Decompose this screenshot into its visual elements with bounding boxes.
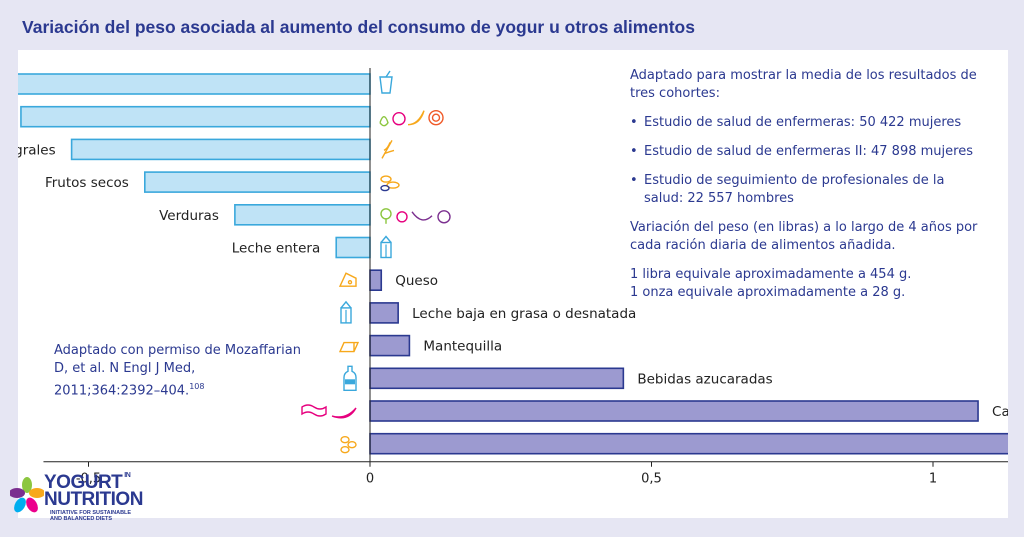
bar-label: Bebidas azucaradas: [637, 371, 772, 387]
x-tick-label: 0,5: [641, 472, 662, 487]
source-ref: 108: [189, 382, 205, 391]
page-title: Variación del peso asociada al aumento d…: [22, 17, 695, 37]
bar: [335, 236, 371, 259]
bar: [369, 400, 979, 422]
milk-carton-icon: [380, 235, 392, 259]
processed-meat-icon: [301, 404, 357, 419]
bar: [144, 171, 371, 193]
source-citation: Adaptado con permiso de Mozaffarian D, e…: [54, 342, 304, 400]
notes-intro: Adaptado para mostrar la media de los re…: [630, 68, 977, 101]
cohort-item: Estudio de seguimiento de profesionales …: [630, 172, 985, 208]
logo-word-nutrition: NUTRITION: [44, 489, 143, 510]
bar-label: Verduras: [159, 208, 219, 224]
bar: [369, 269, 383, 291]
logo-word-yogurt: YOGURT IN: [44, 472, 131, 493]
yogurt-in-nutrition-logo: YOGURT IN NUTRITION INITIATIVE FOR SUSTAI…: [10, 472, 150, 524]
cohort-item: Estudio de salud de enfermeras II: 47 89…: [630, 143, 985, 161]
bar: [18, 73, 371, 95]
bar-label: Leche entera: [232, 241, 320, 257]
bar: [369, 367, 625, 390]
bar: [369, 432, 1008, 455]
weight-change-chart: YogurFrutasCereales integralesFrutos sec…: [18, 68, 1008, 487]
bar: [20, 105, 371, 128]
chart-panel: YogurFrutasCereales integralesFrutos sec…: [18, 50, 1008, 518]
cheese-icon: [338, 272, 357, 287]
bar-label: Mantequilla: [423, 339, 502, 355]
notes-conversion-ounce: 1 onza equivale aproximadamente a 28 g.: [630, 285, 906, 300]
bar: [369, 334, 411, 357]
study-notes: Adaptado para mostrar la media de los re…: [630, 67, 985, 302]
cohort-list: Estudio de salud de enfermeras: 50 422 m…: [630, 114, 985, 208]
bar-label: Cereales integrales: [18, 142, 56, 158]
x-tick-label: -0,5: [76, 472, 101, 487]
bar: [369, 302, 399, 324]
bar: [70, 138, 371, 161]
x-tick-label: 1: [929, 472, 937, 487]
bar-label: Carnes procesadas: [992, 404, 1008, 420]
logo-tagline: INITIATIVE FOR SUSTAINABLE AND BALANCED …: [50, 510, 132, 522]
notes-variation: Variación del peso (en libras) a lo larg…: [630, 220, 978, 253]
soda-bottle-icon: [343, 365, 357, 391]
butter-icon: [338, 341, 360, 353]
milk-bottle-icon: [340, 300, 352, 324]
bar: [234, 204, 371, 226]
cohort-item: Estudio de salud de enfermeras: 50 422 m…: [630, 114, 985, 132]
fruits-icon: [379, 109, 444, 127]
flower-logo-icon: [10, 477, 44, 513]
bar-label: Leche baja en grasa o desnatada: [412, 306, 636, 322]
nuts-icon: [380, 175, 400, 192]
yogurt-cup-icon: [379, 70, 393, 94]
bar-label: Queso: [395, 273, 438, 289]
potato-chips-icon: [340, 436, 357, 454]
source-text: Adaptado con permiso de Mozaffarian D, e…: [54, 343, 301, 399]
bar-label: Frutos secos: [45, 175, 129, 191]
vegetables-icon: [380, 208, 451, 224]
x-tick-label: 0: [366, 472, 374, 487]
wheat-icon: [381, 140, 395, 159]
notes-conversion-pound: 1 libra equivale aproximadamente a 454 g…: [630, 267, 912, 282]
